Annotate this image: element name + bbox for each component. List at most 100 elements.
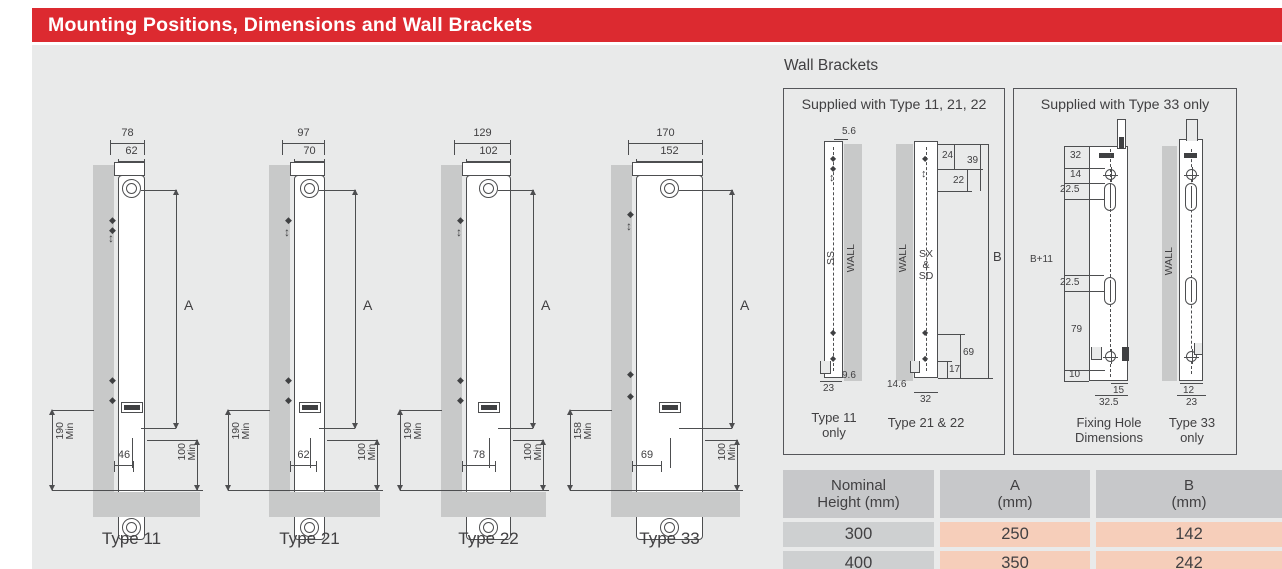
dim-line	[131, 438, 133, 468]
center-line	[833, 147, 834, 371]
dim-line	[669, 438, 671, 468]
floor-slab	[441, 492, 546, 517]
dim-line	[497, 428, 533, 429]
pipe-connection-top-icon	[659, 179, 679, 198]
bracket-box-title: Supplied with Type 11, 21, 22	[801, 97, 987, 113]
bracket-pin-icon: ↕	[284, 225, 290, 239]
dim-10: 10	[1069, 369, 1081, 380]
pipe-connection-bottom-icon	[659, 518, 679, 537]
dim-outer-width: 129	[473, 127, 492, 139]
dim-line	[488, 438, 490, 468]
dim-line	[820, 381, 842, 382]
pipe-connection-bottom-icon	[299, 518, 319, 537]
center-line	[1191, 149, 1192, 374]
dim-17: 17	[949, 364, 961, 375]
radiator-diagram-type-22: 129 102 ◆ ↕ ◆ ◆ A 78 100 Min 190 Min Type …	[397, 100, 616, 569]
dim-line	[513, 440, 543, 441]
bracket-mark-icon: ◆	[627, 209, 634, 219]
dim-line	[1177, 395, 1206, 396]
dim-79: 79	[1071, 324, 1083, 335]
bleed-valve-icon	[120, 402, 143, 413]
dim-line	[570, 410, 612, 411]
bracket-caption: Type 21 & 22	[887, 415, 965, 430]
bracket-mark-icon: ◆	[109, 375, 116, 385]
bracket-mark-icon: ◆	[285, 215, 292, 225]
bracket-mark-icon: ◆	[627, 369, 634, 379]
dim-line	[327, 440, 377, 441]
slotted-hole-icon	[1185, 277, 1197, 305]
radiator-body	[636, 175, 703, 540]
dim-right-min: 100 Min	[356, 443, 378, 461]
dim-line	[1111, 383, 1128, 384]
dim-line	[282, 140, 325, 155]
dim-69: 69	[963, 347, 975, 358]
bracket-mark-icon: ◆	[627, 391, 634, 401]
bracket-caption: Fixing Hole Dimensions	[1075, 415, 1143, 445]
radiator-top-grille	[632, 162, 703, 176]
slot-hole	[1184, 153, 1197, 158]
dim-line	[678, 428, 732, 429]
dim-b-plus-11: B+11	[1030, 254, 1053, 265]
dim-bottom-offset: 69	[640, 449, 654, 461]
pipe-connection-top-icon	[121, 179, 141, 198]
radiator-type-label: Type 21	[279, 529, 340, 548]
dim-line	[110, 140, 145, 155]
dim-line	[834, 139, 848, 140]
wall-strip	[844, 144, 862, 381]
dim-line	[938, 378, 993, 379]
bracket-pin-icon: ↕	[108, 231, 114, 245]
dim-line	[225, 409, 231, 491]
wall-label: WALL	[845, 244, 857, 273]
dim-line	[967, 169, 968, 191]
dim-height-label: A	[541, 297, 551, 313]
table-header-nominal-height: Nominal Height (mm)	[783, 470, 934, 518]
dim-right-min: 100 Min	[522, 443, 544, 461]
dim-line	[960, 334, 961, 378]
dim-height-label: A	[184, 297, 194, 313]
wall-strip	[896, 144, 913, 381]
bracket-caption: Type 33 only	[1168, 415, 1216, 445]
radiator-body	[466, 175, 511, 540]
dim-9-6: 9.6	[842, 370, 856, 381]
floor-line	[52, 490, 203, 491]
dim-line	[318, 428, 355, 429]
bracket-hook	[910, 361, 920, 373]
dim-inner-width: 62	[125, 145, 138, 157]
dim-line	[632, 461, 662, 472]
table-cell-b: 242	[1096, 551, 1282, 569]
bracket-series-label: SS	[825, 251, 837, 266]
bracket-mark-icon: ◆	[109, 215, 116, 225]
bracket-mark-icon: ◆	[457, 395, 464, 405]
dim-line	[734, 439, 740, 491]
dim-line	[114, 461, 134, 472]
dim-line	[954, 144, 955, 169]
wall-label: WALL	[897, 244, 909, 273]
bracket-mark-icon: ◆	[285, 395, 292, 405]
radiator-body	[118, 175, 145, 540]
radiator-diagram-type-21: 97 70 ◆ ↕ ◆ ◆ A 62 100 Min 190 Min Type 21	[225, 100, 444, 569]
bracket-mark-icon: ◆	[457, 375, 464, 385]
dim-line	[980, 144, 981, 191]
floor-line	[228, 490, 383, 491]
bracket-mark-icon: ◆	[457, 215, 464, 225]
dim-line	[1064, 381, 1089, 382]
floor-line	[400, 490, 549, 491]
dim-line	[628, 140, 703, 155]
wall-strip	[269, 165, 290, 517]
pipe-connection-top-icon	[478, 179, 498, 198]
fixing-hole-icon	[1184, 167, 1199, 182]
dim-23: 23	[1186, 397, 1198, 408]
dim-line	[1064, 275, 1104, 276]
table-cell-b: 142	[1096, 522, 1282, 547]
dim-bottom-offset: 62	[297, 449, 310, 461]
slotted-hole-icon	[1104, 277, 1116, 305]
dim-line	[938, 334, 965, 335]
bracket-hook	[1091, 347, 1102, 360]
bracket-mark-icon: ◆	[830, 154, 837, 163]
bracket-pin-icon: ↕	[456, 225, 462, 239]
dim-32: 32	[1070, 150, 1082, 161]
bracket-box-type-11-21-22: Supplied with Type 11, 21, 22 5.6 ◆ ◆ ↕ …	[783, 88, 1005, 455]
bracket-pin-icon: ↕	[829, 172, 835, 184]
dim-line	[400, 410, 442, 411]
